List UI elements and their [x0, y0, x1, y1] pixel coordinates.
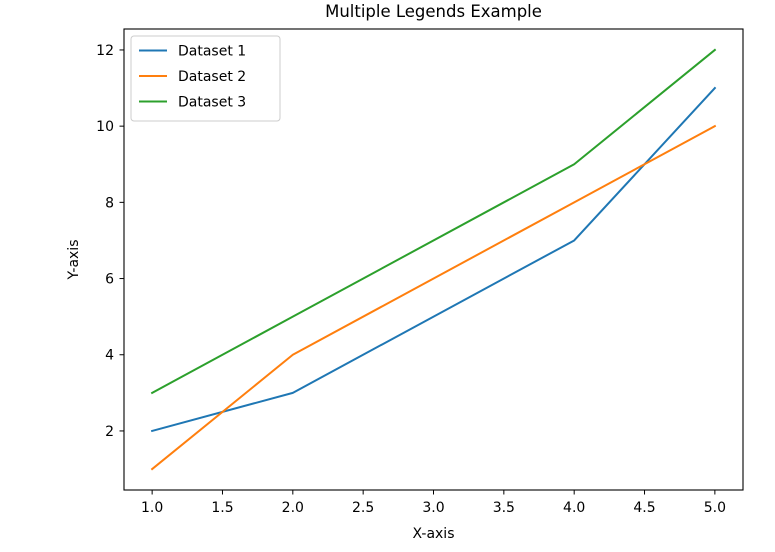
y-axis: 2 4 6 8 10 12 [96, 43, 124, 440]
x-axis-label: X-axis [413, 526, 455, 542]
series-line-3 [150, 48, 717, 395]
y-tick-label: 12 [96, 43, 114, 59]
legend-box [130, 35, 281, 122]
x-axis: 1.0 1.5 2.0 2.5 3.0 3.5 4.0 4.5 5.0 [141, 490, 726, 516]
x-tick-label: 1.0 [141, 500, 163, 516]
legend-label-1: Dataset 1 [178, 44, 246, 60]
x-tick-label: 1.5 [211, 500, 233, 516]
series-line-1 [150, 86, 717, 433]
x-tick-label: 5.0 [704, 500, 726, 516]
x-tick-label: 2.0 [282, 500, 304, 516]
y-axis-label: Y-axis [66, 240, 82, 281]
x-tick-label: 2.5 [352, 500, 374, 516]
series-line-2 [150, 124, 717, 471]
legend: Dataset 1 Dataset 2 Dataset 3 [130, 35, 281, 122]
y-tick-label: 2 [105, 424, 114, 440]
x-tick-label: 4.5 [633, 500, 655, 516]
x-tick-label: 3.0 [422, 500, 444, 516]
series-lines [150, 48, 717, 471]
x-tick-label: 4.0 [563, 500, 585, 516]
y-tick-label: 8 [105, 195, 114, 211]
y-tick-label: 10 [96, 119, 114, 135]
chart-title: Multiple Legends Example [325, 2, 542, 21]
legend-label-3: Dataset 3 [178, 95, 246, 111]
y-tick-label: 6 [105, 272, 114, 288]
x-tick-label: 3.5 [493, 500, 515, 516]
legend-label-2: Dataset 2 [178, 69, 246, 85]
y-tick-label: 4 [105, 348, 114, 364]
